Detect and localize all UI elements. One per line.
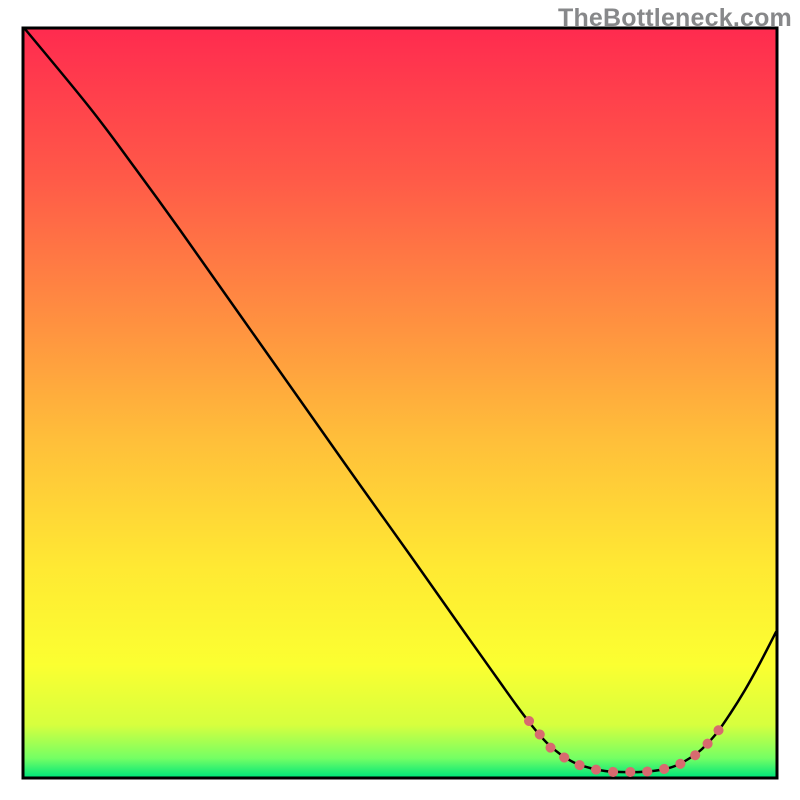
chart-canvas: TheBottleneck.com	[0, 0, 800, 800]
chart-svg	[0, 0, 800, 800]
plot-background	[24, 29, 776, 777]
watermark-text: TheBottleneck.com	[558, 4, 792, 33]
